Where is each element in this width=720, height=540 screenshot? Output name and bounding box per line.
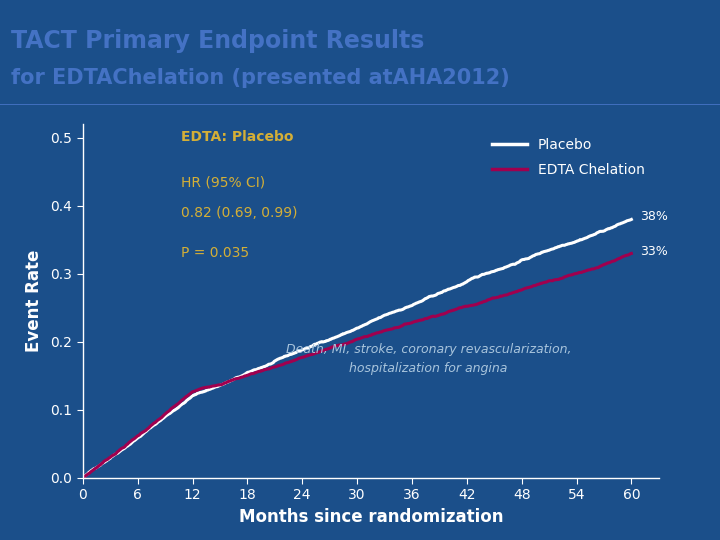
Placebo xyxy=(327,336,336,342)
Text: Death, MI, stroke, coronary revascularization,
hospitalization for angina: Death, MI, stroke, coronary revasculariz… xyxy=(286,343,571,375)
Placebo xyxy=(78,475,87,481)
Line: Placebo: Placebo xyxy=(83,219,631,478)
Placebo xyxy=(445,286,454,292)
X-axis label: Months since randomization: Months since randomization xyxy=(238,508,503,526)
Placebo xyxy=(402,304,410,310)
Legend: Placebo, EDTA Chelation: Placebo, EDTA Chelation xyxy=(485,131,652,184)
Text: HR (95% CI): HR (95% CI) xyxy=(181,176,265,190)
Placebo xyxy=(176,403,184,409)
Placebo xyxy=(220,381,228,387)
EDTA Chelation xyxy=(402,321,410,327)
EDTA Chelation xyxy=(445,308,454,315)
Text: TACT Primary Endpoint Results: TACT Primary Endpoint Results xyxy=(11,30,424,53)
Text: 0.82 (0.69, 0.99): 0.82 (0.69, 0.99) xyxy=(181,206,297,220)
Placebo xyxy=(492,267,500,274)
Text: 33%: 33% xyxy=(641,245,668,258)
Text: EDTA: Placebo: EDTA: Placebo xyxy=(181,130,293,144)
Placebo xyxy=(627,216,636,222)
EDTA Chelation xyxy=(627,250,636,256)
Text: P = 0.035: P = 0.035 xyxy=(181,246,249,260)
EDTA Chelation xyxy=(176,399,184,406)
EDTA Chelation xyxy=(220,380,228,387)
Text: for EDTAChelation (presented atAHA2012): for EDTAChelation (presented atAHA2012) xyxy=(11,69,510,89)
Text: 38%: 38% xyxy=(641,210,668,222)
EDTA Chelation xyxy=(492,294,500,301)
Line: EDTA Chelation: EDTA Chelation xyxy=(83,253,631,478)
Y-axis label: Event Rate: Event Rate xyxy=(25,250,43,352)
EDTA Chelation xyxy=(78,475,87,481)
EDTA Chelation xyxy=(327,344,336,350)
